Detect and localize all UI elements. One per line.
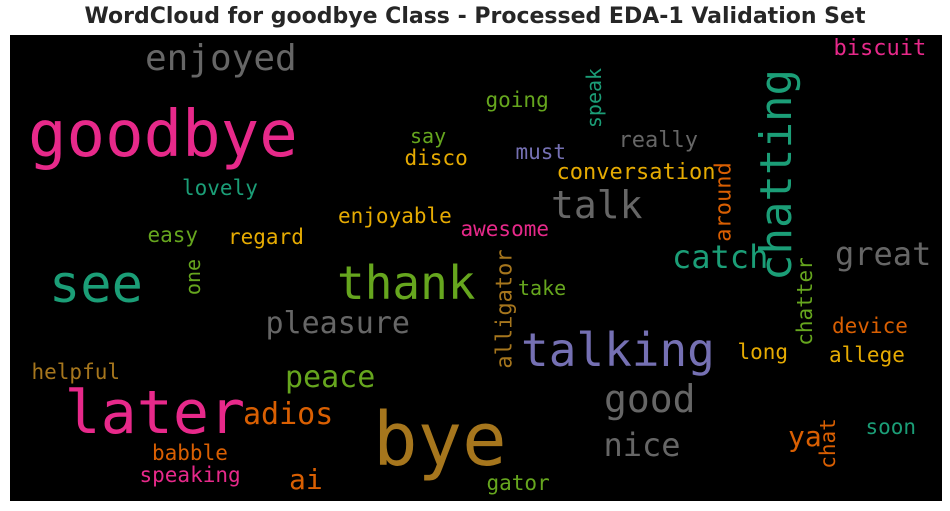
word-gator: gator xyxy=(486,470,550,495)
word-chatter: chatter xyxy=(792,256,817,346)
word-bye: bye xyxy=(373,397,507,483)
word-chat: chat xyxy=(815,417,840,469)
word-say: say xyxy=(410,124,447,148)
word-thank: thank xyxy=(337,256,476,310)
word-around: around xyxy=(711,162,737,242)
word-enjoyable: enjoyable xyxy=(338,203,452,228)
word-enjoyed: enjoyed xyxy=(145,38,297,79)
word-ya: ya xyxy=(788,420,822,453)
word-pleasure: pleasure xyxy=(265,306,411,341)
word-biscuit: biscuit xyxy=(833,36,927,61)
word-allege: allege xyxy=(829,342,905,367)
word-long: long xyxy=(737,339,789,364)
word-talking: talking xyxy=(521,323,715,377)
word-later: later xyxy=(64,378,246,448)
word-soon: soon xyxy=(865,414,917,439)
word-alligator: alligator xyxy=(492,249,518,369)
word-goodbye: goodbye xyxy=(28,98,298,172)
word-regard: regard xyxy=(228,224,304,249)
word-speak: speak xyxy=(582,67,607,129)
word-ai: ai xyxy=(289,463,323,496)
word-nice: nice xyxy=(603,426,681,464)
word-device: device xyxy=(832,313,908,338)
word-really: really xyxy=(618,128,698,153)
word-helpful: helpful xyxy=(31,359,121,384)
word-see: see xyxy=(49,255,143,315)
word-good: good xyxy=(604,377,696,421)
word-great: great xyxy=(835,235,932,273)
word-easy: easy xyxy=(147,222,199,247)
word-catch: catch xyxy=(672,238,769,276)
word-speaking: speaking xyxy=(139,462,241,487)
word-peace: peace xyxy=(285,360,376,395)
word-babble: babble xyxy=(152,440,228,465)
word-adios: adios xyxy=(243,397,334,432)
word-conversation: conversation xyxy=(556,160,716,185)
chart-title: WordCloud for goodbye Class - Processed … xyxy=(84,4,866,29)
word-one: one xyxy=(181,258,206,296)
word-take: take xyxy=(518,276,567,300)
wordcloud-canvas: bye goodbye later see thank talking chatting en… xyxy=(10,35,942,501)
word-lovely: lovely xyxy=(182,175,258,200)
word-talk: talk xyxy=(551,183,643,227)
word-disco: disco xyxy=(404,145,468,170)
word-awesome: awesome xyxy=(460,216,550,241)
word-going: going xyxy=(485,87,549,112)
word-must: must xyxy=(515,139,567,164)
